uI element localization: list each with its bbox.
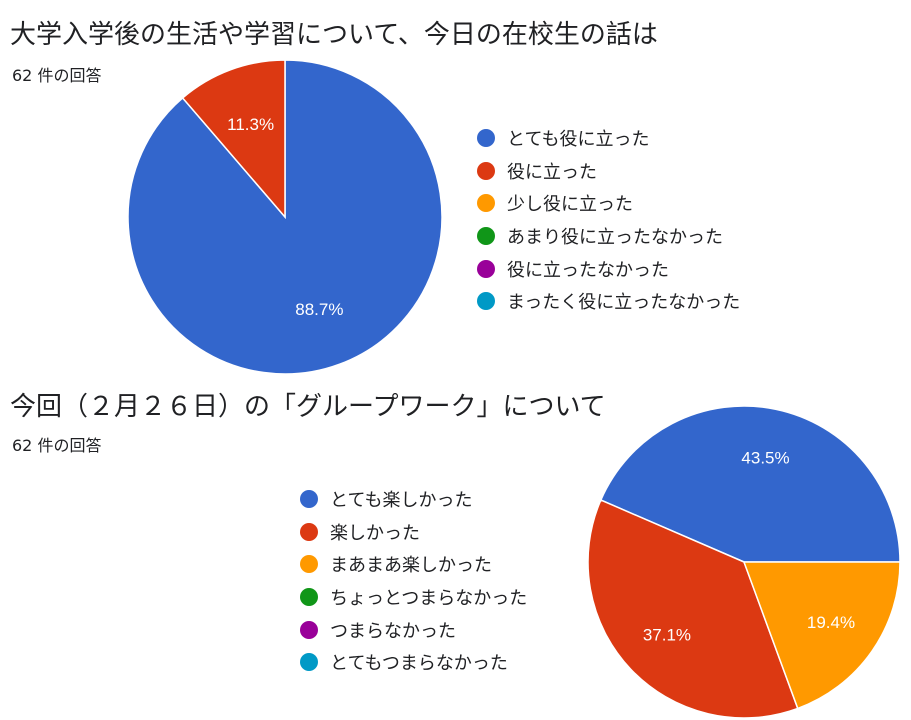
legend-item[interactable]: あまり役に立ったなかった (477, 220, 740, 253)
pie-chart: 43.5% 37.1% 19.4% (587, 405, 901, 719)
chart-legend: とても役に立った 役に立った 少し役に立った あまり役に立ったなかった 役に立っ… (477, 122, 740, 318)
legend-label: とてもつまらなかった (330, 653, 508, 675)
legend-swatch (300, 522, 318, 541)
chart-legend: とても楽しかった 楽しかった まあまあ楽しかった ちょっとつまらなかった つまら… (300, 483, 527, 679)
chart-title: 大学入学後の生活や学習について、今日の在校生の話は (10, 20, 658, 50)
legend-swatch (477, 227, 495, 246)
legend-item[interactable]: 役に立った (477, 155, 740, 188)
pie-slice[interactable] (587, 499, 799, 719)
legend-label: 役に立ったなかった (507, 259, 669, 281)
pie-slice[interactable] (181, 59, 286, 220)
legend-item[interactable]: とても役に立った (477, 122, 740, 155)
legend-label: 楽しかった (330, 522, 420, 544)
legend-item[interactable]: 役に立ったなかった (477, 252, 740, 285)
response-count: 62 件の回答 (12, 436, 102, 455)
legend-item[interactable]: 楽しかった (300, 516, 527, 549)
legend-item[interactable]: まったく役に立ったなかった (477, 285, 740, 318)
slice-value-label: 88.7% (295, 300, 343, 319)
legend-label: あまり役に立ったなかった (507, 227, 723, 249)
legend-item[interactable]: ちょっとつまらなかった (300, 581, 527, 614)
legend-swatch (300, 620, 318, 639)
legend-item[interactable]: とても楽しかった (300, 483, 527, 516)
legend-item[interactable]: つまらなかった (300, 613, 527, 646)
legend-swatch (477, 129, 495, 148)
legend-swatch (477, 161, 495, 180)
chart-panel-2: 今回（２月２６日）の「グループワーク」について 62 件の回答 43.5% 37.… (0, 380, 911, 720)
slice-value-label: 37.1% (643, 625, 691, 644)
legend-label: とても役に立った (507, 129, 650, 151)
legend-item[interactable]: まあまあ楽しかった (300, 548, 527, 581)
legend-swatch (477, 292, 495, 311)
legend-item[interactable]: 少し役に立った (477, 187, 740, 220)
legend-label: 少し役に立った (507, 194, 633, 216)
legend-label: ちょっとつまらなかった (330, 588, 528, 610)
legend-swatch (300, 588, 318, 607)
chart-title: 今回（２月２６日）の「グループワーク」について (10, 392, 606, 422)
legend-swatch (300, 490, 318, 509)
chart-panel-1: 大学入学後の生活や学習について、今日の在校生の話は 62 件の回答 88.7% 1… (10, 20, 740, 375)
legend-label: 役に立った (507, 161, 597, 183)
legend-swatch (300, 653, 318, 672)
legend-swatch (477, 259, 495, 278)
slice-value-label: 11.3% (227, 115, 274, 134)
legend-swatch (477, 194, 495, 213)
legend-label: まったく役に立ったなかった (507, 292, 741, 314)
legend-label: まあまあ楽しかった (330, 555, 492, 577)
pie-chart: 88.7% 11.3% (127, 59, 443, 375)
legend-label: とても楽しかった (330, 490, 473, 512)
slice-value-label: 43.5% (741, 449, 789, 468)
legend-label: つまらなかった (330, 620, 456, 642)
response-count: 62 件の回答 (12, 66, 102, 85)
slice-value-label: 19.4% (807, 613, 855, 632)
legend-item[interactable]: とてもつまらなかった (300, 646, 527, 679)
pie-slice[interactable] (742, 561, 901, 710)
pie-slice[interactable] (127, 59, 443, 375)
legend-swatch (300, 555, 318, 574)
pie-slice[interactable] (599, 405, 901, 563)
